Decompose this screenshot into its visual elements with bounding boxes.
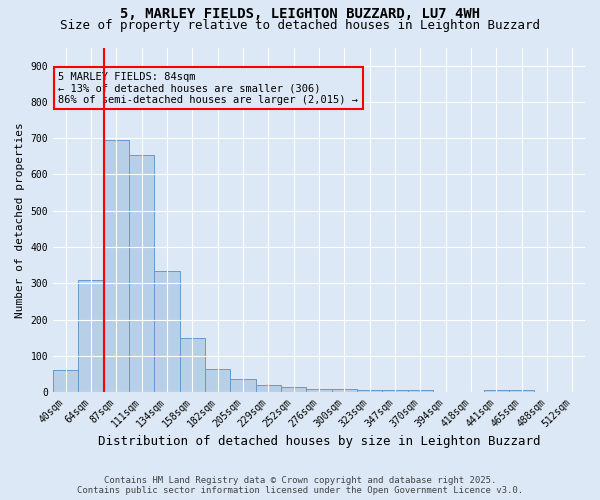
- Bar: [332, 389, 357, 392]
- Bar: [281, 388, 307, 392]
- Bar: [256, 385, 281, 392]
- Bar: [509, 390, 535, 392]
- Text: 5 MARLEY FIELDS: 84sqm
← 13% of detached houses are smaller (306)
86% of semi-de: 5 MARLEY FIELDS: 84sqm ← 13% of detached…: [58, 72, 358, 105]
- Bar: [307, 389, 332, 392]
- Y-axis label: Number of detached properties: Number of detached properties: [15, 122, 25, 318]
- Bar: [205, 368, 230, 392]
- Bar: [382, 390, 407, 392]
- Bar: [230, 380, 256, 392]
- Bar: [79, 280, 104, 392]
- Bar: [53, 370, 79, 392]
- Bar: [407, 390, 433, 392]
- Text: 5, MARLEY FIELDS, LEIGHTON BUZZARD, LU7 4WH: 5, MARLEY FIELDS, LEIGHTON BUZZARD, LU7 …: [120, 8, 480, 22]
- Bar: [179, 338, 205, 392]
- X-axis label: Distribution of detached houses by size in Leighton Buzzard: Distribution of detached houses by size …: [98, 434, 540, 448]
- Text: Contains HM Land Registry data © Crown copyright and database right 2025.
Contai: Contains HM Land Registry data © Crown c…: [77, 476, 523, 495]
- Bar: [104, 140, 129, 392]
- Bar: [154, 270, 179, 392]
- Bar: [129, 154, 154, 392]
- Bar: [357, 390, 382, 392]
- Bar: [484, 390, 509, 392]
- Text: Size of property relative to detached houses in Leighton Buzzard: Size of property relative to detached ho…: [60, 18, 540, 32]
